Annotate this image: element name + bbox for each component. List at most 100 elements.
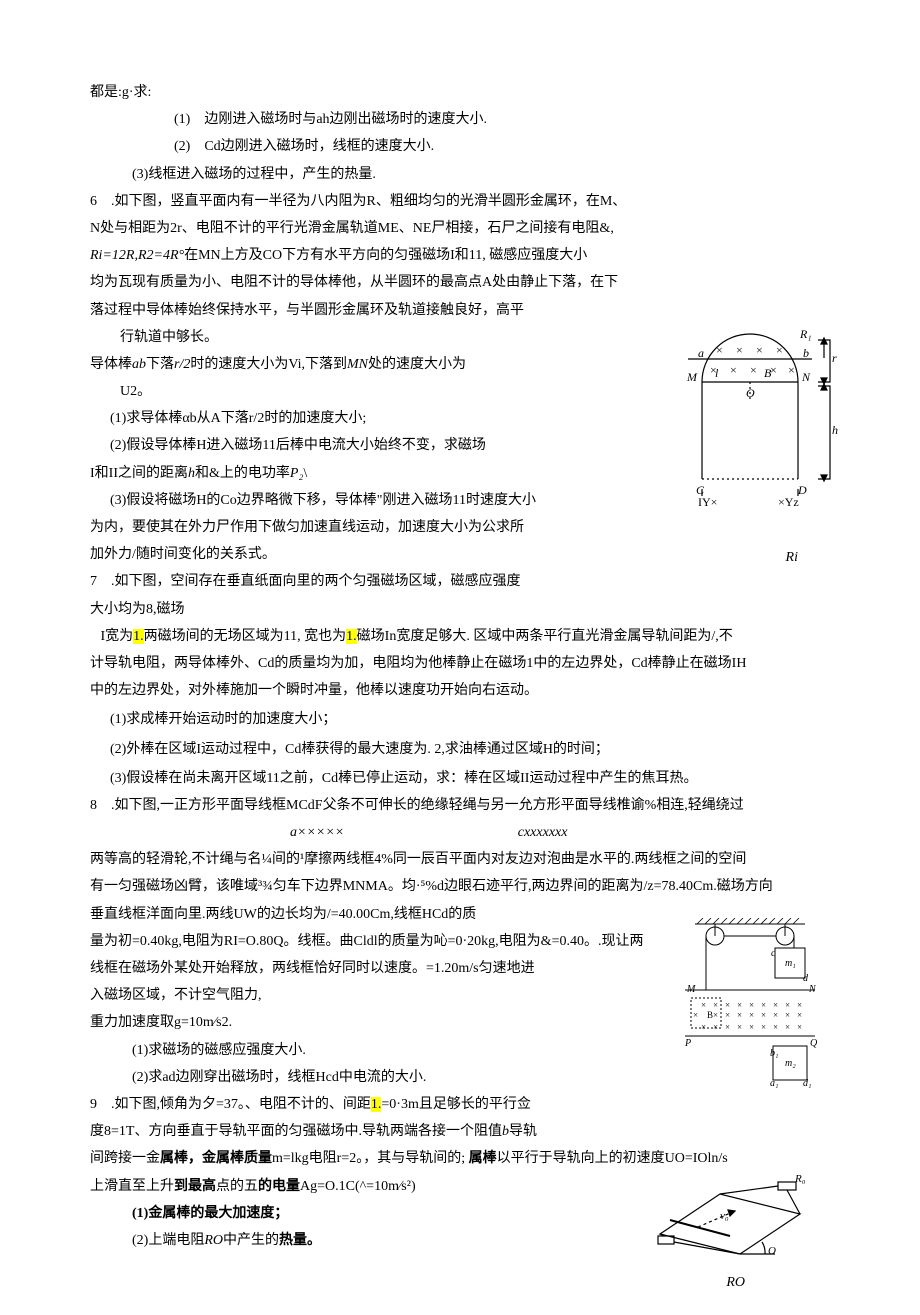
q6-l11-i2: P₂ — [290, 466, 303, 481]
svg-text:×: × — [776, 343, 783, 357]
q9-l4e: Ag=O.1C(^=10m∕s²) — [300, 1179, 416, 1194]
svg-text:×: × — [737, 1000, 742, 1010]
q9-l4a: 上滑直至上升 — [90, 1179, 174, 1194]
q6-l7-i2: r/2 — [174, 357, 190, 372]
svg-text:×: × — [730, 363, 737, 377]
svg-text:×: × — [693, 1010, 698, 1020]
q7-l3a: I宽为 — [101, 629, 134, 644]
svg-text:×: × — [710, 363, 717, 377]
ri-label: Ri — [786, 545, 798, 570]
q-item-3: (3)线框进入磁场的过程中，产生的热量. — [90, 162, 830, 187]
figure-pulleys: ××××××××× ×B×××××××× ××××××××× M N P Q c… — [685, 918, 825, 1088]
q-item-1: (1) 边刚进入磁场时与ah边刚出磁场时的速度大小. — [90, 107, 830, 132]
q9-l6c: 热量。 — [279, 1233, 321, 1248]
svg-text:×: × — [797, 1000, 802, 1010]
svg-text:b: b — [803, 346, 809, 360]
q9-l6i: RO — [204, 1233, 223, 1248]
svg-text:×: × — [773, 1000, 778, 1010]
svg-text:×: × — [716, 343, 723, 357]
svg-text:×: × — [750, 363, 757, 377]
svg-text:a: a — [698, 346, 704, 360]
q6-l2: N处与相距为2r、电阻不计的平行光滑金属轨道ME、NE尸相接，石尸之间接有电阻&… — [90, 216, 830, 241]
svg-text:×: × — [773, 1022, 778, 1032]
svg-text:×: × — [737, 1010, 742, 1020]
svg-text:×: × — [761, 1010, 766, 1020]
svg-text:O: O — [746, 386, 755, 400]
svg-text:M: M — [686, 370, 698, 384]
svg-text:×: × — [788, 363, 795, 377]
q7-hl2: 1. — [346, 629, 357, 644]
svg-text:×: × — [761, 1000, 766, 1010]
q9-l3c: m=lkg电阻r=2。，其与导轨间的; — [272, 1151, 465, 1166]
svg-text:×: × — [797, 1022, 802, 1032]
svg-text:N: N — [801, 370, 811, 384]
q6-l14: 加外力/随时间变化的关系式。 — [90, 542, 830, 567]
svg-text:c: c — [771, 948, 776, 959]
svg-text:×: × — [756, 343, 763, 357]
q9-l3b: 属棒，金属棒质量 — [160, 1151, 272, 1166]
q6-l3: Ri=12R,R2=4R°在MN上方及CO下方有水平方向的匀强磁场I和11, 磁… — [90, 243, 830, 268]
svg-text:O: O — [768, 1245, 776, 1257]
svg-text:×: × — [773, 1010, 778, 1020]
q9-l6a: (2)上端电阻 — [132, 1233, 204, 1248]
q6-l7-b: 下落 — [146, 357, 174, 372]
q8-frag-b: cxxxxxxx — [518, 820, 568, 845]
svg-text:×: × — [785, 1000, 790, 1010]
q6-l7-c: 时的速度大小为Vi,下落到 — [190, 357, 347, 372]
svg-text:m₂: m₂ — [785, 1058, 796, 1069]
q6-l7-i: ab — [132, 357, 146, 372]
q9-l4c: 点的五 — [216, 1179, 258, 1194]
svg-text:×: × — [761, 1022, 766, 1032]
q9-l3d: 属棒 — [469, 1151, 497, 1166]
q6-l11-a: I和II之间的距离 — [90, 466, 188, 481]
svg-text:Q: Q — [810, 1038, 818, 1049]
svg-text:d: d — [803, 973, 809, 984]
svg-text:m₁: m₁ — [785, 958, 796, 969]
q7-l5: 中的左边界处，对外棒施加一个瞬时冲量，他棒以速度功开始向右运动。 — [90, 678, 830, 703]
svg-text:×: × — [725, 1000, 730, 1010]
q9-l3a: 间跨接一金 — [90, 1151, 160, 1166]
q8-l3: 有一匀强磁场凶臂，该唯域³¾匀车下边界MNMA。均·⁵%d边眼石迹平行,两边界间… — [90, 874, 830, 899]
svg-text:r: r — [832, 351, 837, 365]
q9-hl: 1. — [371, 1097, 382, 1112]
q6-l3-rest: 在MN上方及CO下方有水平方向的匀强磁场I和11, 磁感应强度大小 — [184, 248, 587, 263]
q7-l3: I宽为1.两磁场间的无场区域为11, 宽也为1.磁场In宽度足够大. 区域中两条… — [90, 624, 830, 649]
svg-text:×: × — [701, 1000, 706, 1010]
svg-text:×: × — [713, 1022, 718, 1032]
q9-l4d: 的电量 — [258, 1179, 300, 1194]
svg-text:P: P — [685, 1038, 691, 1049]
q6-l5: 落过程中导体棒始终保持水平，与半圆形金属环及轨道接触良好，高平 — [90, 298, 830, 323]
document-content: 都是:g·求: (1) 边刚进入磁场时与ah边刚出磁场时的速度大小. (2) C… — [90, 80, 830, 1253]
q9-l1a: 9 .如下图,倾角为夕=37。、电阻不计的、间距 — [90, 1097, 371, 1112]
svg-text:d₁: d₁ — [803, 1078, 811, 1088]
svg-text:×: × — [785, 1022, 790, 1032]
q6-l11-c: \ — [303, 466, 307, 481]
q9-l6b: 中产生的 — [223, 1233, 279, 1248]
q9-l1: 9 .如下图,倾角为夕=37。、电阻不计的、间距1.=0·3m且足够长的平行佥 — [90, 1092, 830, 1117]
svg-text:×: × — [713, 1000, 718, 1010]
svg-text:×: × — [749, 1000, 754, 1010]
figure-inclined-rail: v₀ R₀ O — [640, 1164, 810, 1264]
svg-text:b₁: b₁ — [770, 1048, 778, 1059]
q6-l11-b: 和&上的电功率 — [195, 466, 290, 481]
q7-l3b: 两磁场间的无场区域为11, 宽也为 — [144, 629, 346, 644]
q-item-2: (2) Cd边刚进入磁场时，线框的速度大小. — [90, 134, 830, 159]
svg-text:×: × — [785, 1010, 790, 1020]
svg-text:M: M — [686, 984, 696, 995]
q9-l2: 度8=1T、方向垂直于导轨平面的匀强磁场中.导轨两端各接一个阻值b导轨 — [90, 1119, 830, 1144]
q7-l8: (3)假设棒在尚未离开区域11之前，Cd棒已停止运动，求：棒在区域II运动过程中… — [90, 766, 830, 791]
svg-text:B×: B× — [707, 1010, 718, 1020]
q7-l3c: 磁场In宽度足够大. 区域中两条平行直光滑金属导轨间距为/,不 — [357, 629, 733, 644]
svg-text:a₁: a₁ — [770, 1078, 778, 1088]
q8-frag-a: a××××× — [290, 825, 344, 840]
q7-l7: (2)外棒在区域I运动过程中，Cd棒获得的最大速度为. 2,求油棒通过区域H的时… — [90, 737, 830, 762]
svg-text:×: × — [701, 1022, 706, 1032]
svg-text:N: N — [808, 984, 817, 995]
svg-text:R₁: R₁ — [799, 327, 812, 341]
intro-line: 都是:g·求: — [90, 80, 830, 105]
svg-text:×: × — [725, 1022, 730, 1032]
q6-l4: 均为瓦现有质量为小、电阻不计的导体棒他，从半圆环的最高点A处由静止下落，在下 — [90, 270, 830, 295]
q7-l2: 大小均为8,磁场 — [90, 597, 830, 622]
q9-l2a: 度8=1T、方向垂直于导轨平面的匀强磁场中.导轨两端各接一个阻值 — [90, 1124, 502, 1139]
svg-text:×: × — [770, 363, 777, 377]
